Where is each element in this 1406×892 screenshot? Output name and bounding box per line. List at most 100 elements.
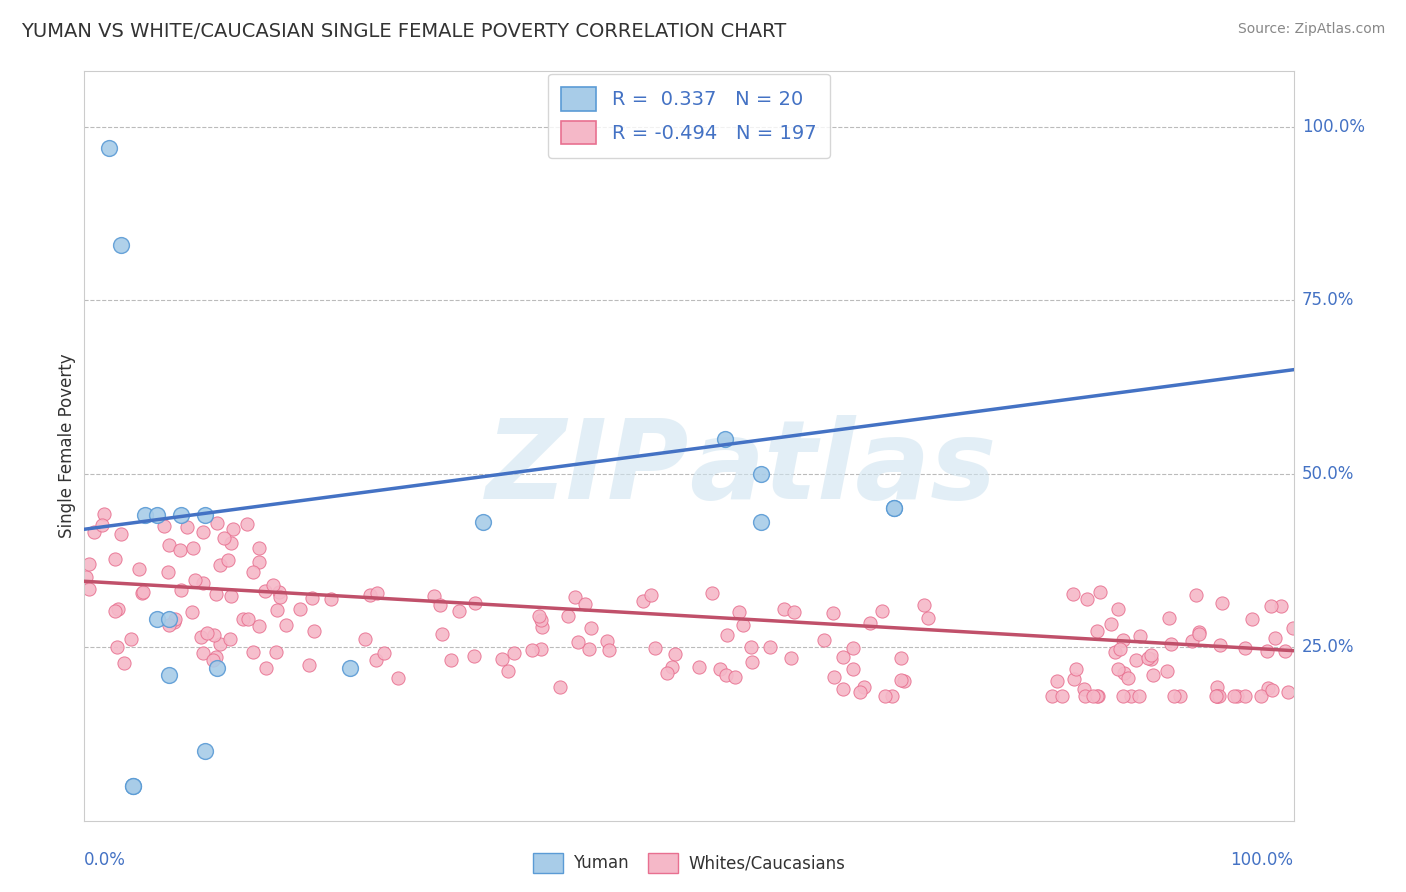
Point — [832, 649, 855, 664]
Point — [128, 562, 150, 576]
Point — [1087, 689, 1109, 703]
Point — [779, 651, 801, 665]
Point — [77, 558, 100, 572]
Point — [463, 648, 485, 663]
Point — [880, 689, 903, 703]
Point — [1233, 689, 1256, 703]
Point — [429, 599, 451, 613]
Point — [1104, 645, 1126, 659]
Point — [110, 237, 132, 252]
Point — [883, 501, 905, 516]
Point — [165, 611, 187, 625]
Point — [530, 641, 553, 656]
Point — [104, 604, 127, 618]
Point — [661, 660, 683, 674]
Point — [503, 646, 526, 660]
Point — [496, 664, 519, 678]
Point — [205, 516, 228, 531]
Point — [1085, 689, 1108, 703]
Point — [202, 653, 225, 667]
Point — [204, 586, 226, 600]
Point — [1140, 651, 1163, 665]
Point — [644, 641, 666, 656]
Point — [1163, 689, 1185, 703]
Point — [581, 621, 603, 635]
Point — [221, 536, 243, 550]
Point — [823, 670, 845, 684]
Point — [440, 653, 463, 667]
Point — [169, 542, 191, 557]
Point — [530, 613, 553, 627]
Point — [1116, 672, 1139, 686]
Point — [238, 612, 260, 626]
Text: 100.0%: 100.0% — [1302, 118, 1365, 136]
Point — [1073, 682, 1095, 697]
Point — [1250, 689, 1272, 703]
Point — [184, 574, 207, 588]
Point — [823, 606, 845, 620]
Point — [242, 566, 264, 580]
Point — [1226, 689, 1249, 703]
Point — [598, 643, 620, 657]
Point — [724, 670, 747, 684]
Point — [464, 596, 486, 610]
Point — [727, 605, 749, 619]
Point — [1064, 662, 1087, 676]
Point — [883, 501, 905, 516]
Point — [631, 594, 654, 608]
Point — [893, 673, 915, 688]
Point — [1233, 641, 1256, 656]
Point — [567, 635, 589, 649]
Point — [1185, 588, 1208, 602]
Point — [212, 531, 235, 545]
Point — [387, 671, 409, 685]
Point — [1063, 672, 1085, 686]
Point — [105, 640, 128, 654]
Point — [121, 779, 143, 793]
Point — [191, 575, 214, 590]
Point — [266, 603, 288, 617]
Point — [146, 508, 169, 523]
Point — [1156, 664, 1178, 678]
Point — [1045, 673, 1067, 688]
Point — [1112, 689, 1135, 703]
Point — [1081, 689, 1104, 703]
Point — [430, 627, 453, 641]
Point — [269, 585, 291, 599]
Point — [1223, 689, 1246, 703]
Text: Source: ZipAtlas.com: Source: ZipAtlas.com — [1237, 22, 1385, 37]
Point — [1188, 626, 1211, 640]
Point — [218, 632, 240, 646]
Point — [131, 585, 153, 599]
Point — [1274, 643, 1296, 657]
Point — [578, 642, 600, 657]
Point — [832, 681, 855, 696]
Point — [1261, 682, 1284, 697]
Point — [1240, 612, 1263, 626]
Point — [157, 668, 180, 682]
Point — [301, 591, 323, 606]
Point — [813, 632, 835, 647]
Point — [1112, 665, 1135, 680]
Point — [373, 647, 395, 661]
Point — [195, 626, 218, 640]
Point — [842, 641, 865, 656]
Legend: Yuman, Whites/Caucasians: Yuman, Whites/Caucasians — [526, 847, 852, 880]
Point — [107, 602, 129, 616]
Point — [527, 608, 550, 623]
Point — [75, 569, 97, 583]
Point — [740, 640, 762, 655]
Point — [222, 523, 245, 537]
Point — [132, 584, 155, 599]
Point — [1140, 648, 1163, 663]
Point — [1205, 689, 1227, 703]
Point — [339, 661, 361, 675]
Point — [242, 645, 264, 659]
Point — [1263, 631, 1285, 645]
Point — [875, 689, 897, 703]
Text: 25.0%: 25.0% — [1302, 638, 1354, 657]
Point — [564, 591, 586, 605]
Point — [274, 618, 297, 632]
Text: YUMAN VS WHITE/CAUCASIAN SINGLE FEMALE POVERTY CORRELATION CHART: YUMAN VS WHITE/CAUCASIAN SINGLE FEMALE P… — [21, 22, 786, 41]
Point — [93, 507, 115, 521]
